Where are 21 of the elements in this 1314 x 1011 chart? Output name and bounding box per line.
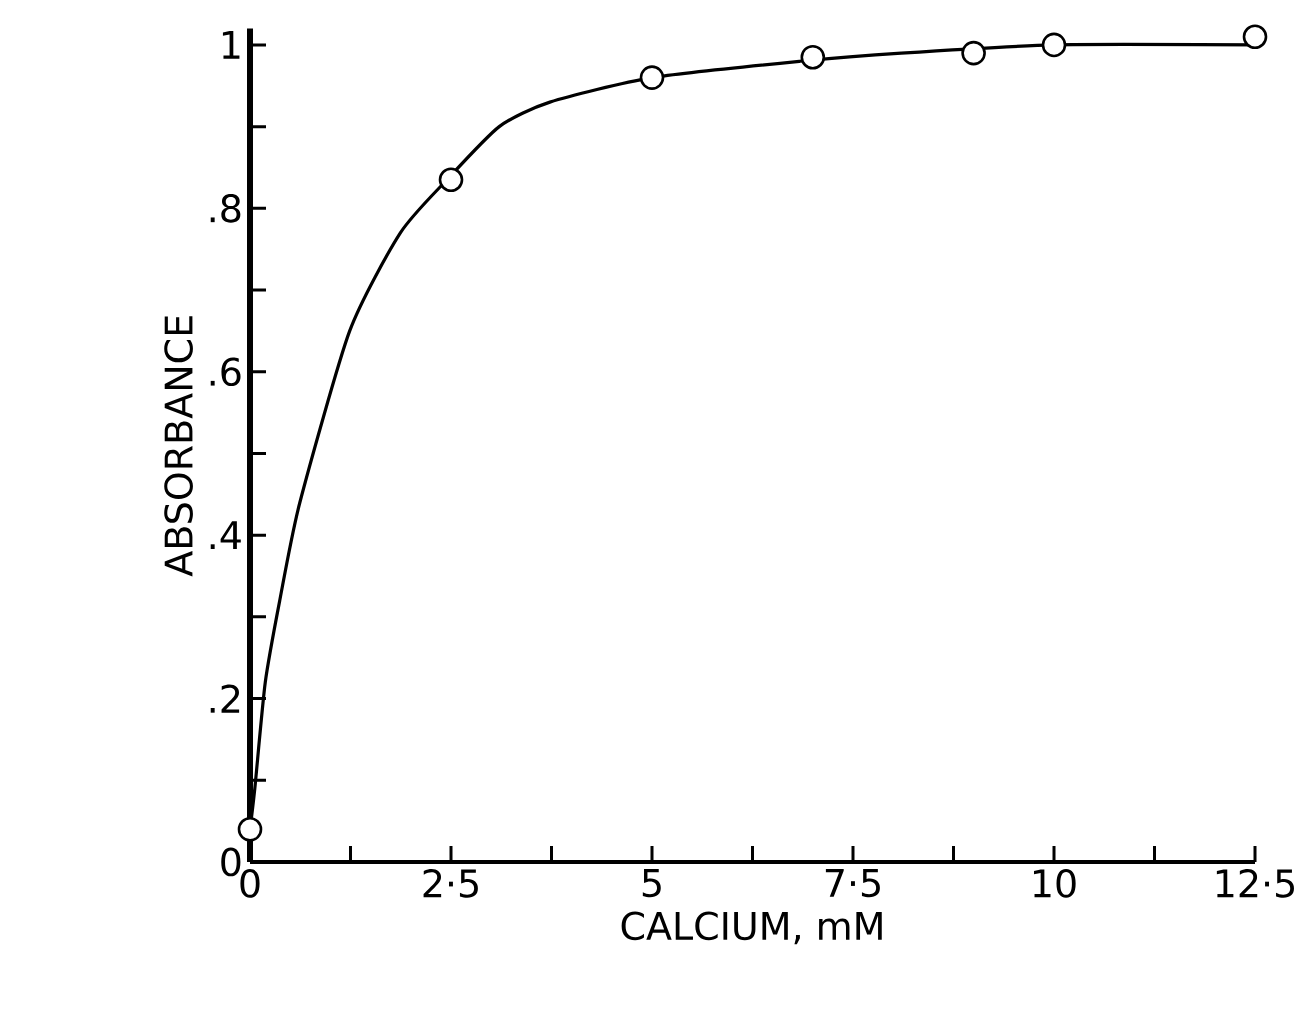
- x-axis-title: CALCIUM, mM: [621, 911, 882, 945]
- x-tick-label: 0: [240, 869, 260, 898]
- point: [1242, 24, 1268, 50]
- x-tick-label: 7·5: [825, 869, 880, 898]
- y-tick-label: 0: [221, 847, 241, 877]
- y-tick-label: .4: [210, 521, 241, 550]
- x-tick-label: 2·5: [423, 869, 478, 898]
- point: [800, 44, 826, 70]
- y-axis-title: ABSORBANCE: [164, 316, 193, 577]
- point: [1041, 32, 1067, 58]
- point: [639, 65, 665, 90]
- y-tick-label: 1: [222, 31, 240, 59]
- point: [961, 40, 986, 66]
- x-tick-label: 10: [1034, 869, 1076, 898]
- x-tick-label: 12·5: [1216, 869, 1294, 898]
- point: [438, 167, 464, 193]
- y-tick-label: .8: [210, 193, 241, 223]
- y-tick-label: .2: [210, 684, 240, 713]
- y-tick-label: .6: [210, 357, 241, 387]
- x-tick-label: 5: [642, 869, 661, 898]
- point: [237, 817, 263, 842]
